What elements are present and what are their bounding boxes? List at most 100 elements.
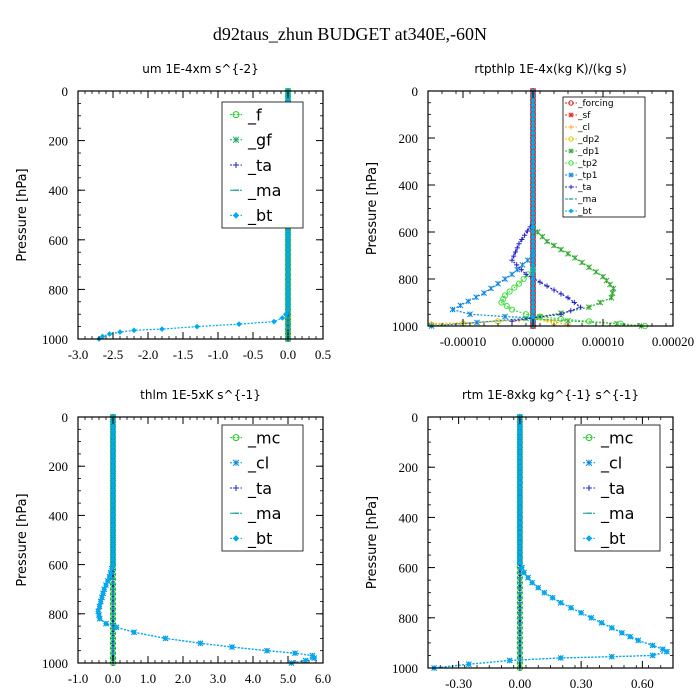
x-tick-label: 3.0 <box>210 671 226 686</box>
legend-marker <box>568 160 574 166</box>
legend-marker <box>568 172 574 178</box>
data-point <box>549 594 556 601</box>
data-point <box>544 283 550 289</box>
series-bt <box>431 414 670 671</box>
legend-label: _ma <box>577 195 597 205</box>
data-point <box>551 242 557 249</box>
data-point <box>579 259 585 266</box>
x-tick-label: -1.0 <box>68 671 89 686</box>
legend-marker <box>232 434 240 442</box>
data-point <box>97 598 104 605</box>
data-point <box>578 304 584 310</box>
y-tick-label: 200 <box>399 460 419 475</box>
data-point <box>474 319 480 326</box>
legend-marker <box>233 485 239 491</box>
data-point <box>521 569 527 576</box>
data-point <box>649 652 656 659</box>
data-point <box>539 233 546 240</box>
x-tick-label: 0.0 <box>280 347 296 362</box>
x-tick-label: -2.5 <box>103 347 124 362</box>
data-point <box>103 582 109 589</box>
legend: _mc _cl _ta _ma _bt <box>221 424 304 552</box>
legend-label: _ta <box>247 156 272 176</box>
data-point <box>608 294 615 301</box>
legend: _f _gf _ta _ma _bt <box>221 101 304 229</box>
data-point <box>506 657 513 664</box>
data-point <box>565 250 571 257</box>
panels: um 1E-4xm s^{-2} Pressure [hPa] 0 200 400 600… <box>15 62 694 691</box>
series-line <box>525 226 642 327</box>
data-point <box>522 232 528 238</box>
legend-marker <box>568 208 574 214</box>
legend-marker <box>568 100 574 106</box>
data-point <box>229 644 235 650</box>
data-point <box>457 302 464 309</box>
data-point <box>481 290 487 297</box>
y-tick-label: 0 <box>412 410 419 425</box>
data-point <box>159 326 165 333</box>
y-tick-label: 600 <box>49 233 69 248</box>
legend-label: _gf <box>247 131 272 151</box>
data-point <box>285 306 291 313</box>
data-point <box>514 262 520 268</box>
data-point <box>663 648 670 655</box>
data-point <box>608 624 615 631</box>
legend-marker <box>586 485 592 491</box>
data-point <box>500 295 507 303</box>
legend-label: _sf <box>577 111 591 121</box>
series-bt <box>530 88 536 329</box>
legend-marker <box>568 124 574 130</box>
data-point <box>586 304 592 311</box>
data-point <box>535 584 542 591</box>
data-point <box>525 574 531 581</box>
x-tick-label: -1.0 <box>208 347 229 362</box>
data-point <box>524 228 530 234</box>
x-tick-label: 0.00010 <box>582 334 624 349</box>
data-point <box>516 559 523 566</box>
chart-panel: rtm 1E-8xkg kg^{-1} s^{-1} Pressure [hPa]… <box>365 388 674 691</box>
data-point <box>292 650 298 657</box>
data-point <box>512 249 519 255</box>
series-line <box>511 222 582 322</box>
legend-label: _cl <box>600 454 622 474</box>
x-tick-label: 5.0 <box>280 671 296 686</box>
x-tick-label: -1.5 <box>173 347 194 362</box>
legend-marker <box>568 184 574 190</box>
x-tick-label: 6.0 <box>315 671 331 686</box>
legend-label: _ma <box>600 504 634 524</box>
y-tick-label: 800 <box>399 272 419 287</box>
legend-label: _ma <box>247 504 281 524</box>
y-tick-label: 1000 <box>392 319 418 334</box>
data-point <box>449 306 456 313</box>
data-point <box>282 311 289 318</box>
y-tick-label: 1000 <box>42 332 68 347</box>
data-point <box>518 564 525 571</box>
legend-marker <box>585 535 593 542</box>
chart-panel: thlm 1E-5xK s^{-1} Pressure [hPa] 0 200 400 6… <box>15 388 331 686</box>
x-tick-label: 0.00 <box>509 676 532 691</box>
x-tick-label: -2.0 <box>138 347 159 362</box>
data-point <box>572 254 578 261</box>
data-point <box>467 311 473 318</box>
x-tick-label: 2.0 <box>175 671 191 686</box>
x-tick-label: 0.5 <box>315 347 331 362</box>
legend-marker <box>233 162 239 168</box>
data-point <box>131 327 137 334</box>
y-tick-label: 600 <box>399 225 419 240</box>
data-point <box>96 603 103 610</box>
legend-label: _dp1 <box>577 147 600 157</box>
data-point <box>106 573 113 580</box>
y-axis-label: Pressure [hPa] <box>15 493 30 586</box>
legend-label: _bt <box>577 207 592 217</box>
legend-label: _f <box>247 105 262 125</box>
data-point <box>598 619 605 626</box>
data-point <box>524 257 531 264</box>
chart-panel: rtpthlp 1E-4x(kg K)/(kg s) Pressure [hPa]… <box>365 62 694 349</box>
data-point <box>511 253 517 259</box>
y-axis-label: Pressure [hPa] <box>365 496 380 589</box>
legend-label: _bt <box>247 206 272 226</box>
data-point <box>544 238 550 245</box>
y-tick-label: 800 <box>49 282 69 297</box>
series-tp1 <box>428 252 536 329</box>
data-point <box>518 267 524 273</box>
